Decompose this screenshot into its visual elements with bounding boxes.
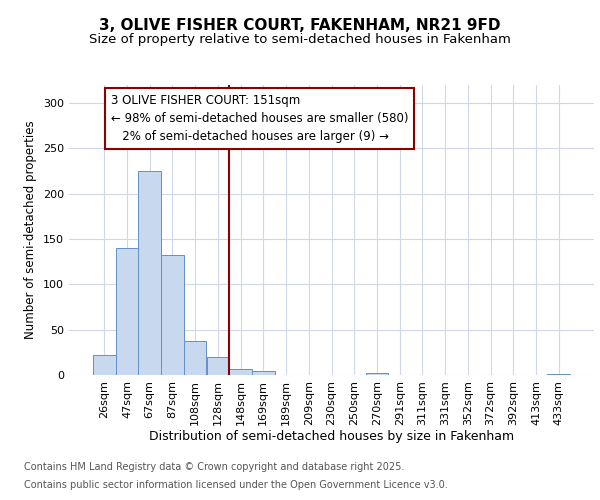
- Text: 3 OLIVE FISHER COURT: 151sqm
← 98% of semi-detached houses are smaller (580)
   : 3 OLIVE FISHER COURT: 151sqm ← 98% of se…: [111, 94, 409, 142]
- Text: Contains HM Land Registry data © Crown copyright and database right 2025.: Contains HM Land Registry data © Crown c…: [24, 462, 404, 472]
- Bar: [252, 372, 275, 375]
- Bar: [139, 171, 161, 375]
- Bar: [229, 368, 252, 375]
- Text: 3, OLIVE FISHER COURT, FAKENHAM, NR21 9FD: 3, OLIVE FISHER COURT, FAKENHAM, NR21 9F…: [99, 18, 501, 32]
- Bar: [365, 373, 388, 375]
- Text: Size of property relative to semi-detached houses in Fakenham: Size of property relative to semi-detach…: [89, 32, 511, 46]
- Bar: [93, 355, 116, 375]
- X-axis label: Distribution of semi-detached houses by size in Fakenham: Distribution of semi-detached houses by …: [149, 430, 514, 444]
- Bar: [161, 256, 184, 375]
- Bar: [547, 374, 570, 375]
- Bar: [206, 357, 229, 375]
- Bar: [184, 340, 206, 375]
- Bar: [116, 248, 139, 375]
- Text: Contains public sector information licensed under the Open Government Licence v3: Contains public sector information licen…: [24, 480, 448, 490]
- Y-axis label: Number of semi-detached properties: Number of semi-detached properties: [25, 120, 37, 340]
